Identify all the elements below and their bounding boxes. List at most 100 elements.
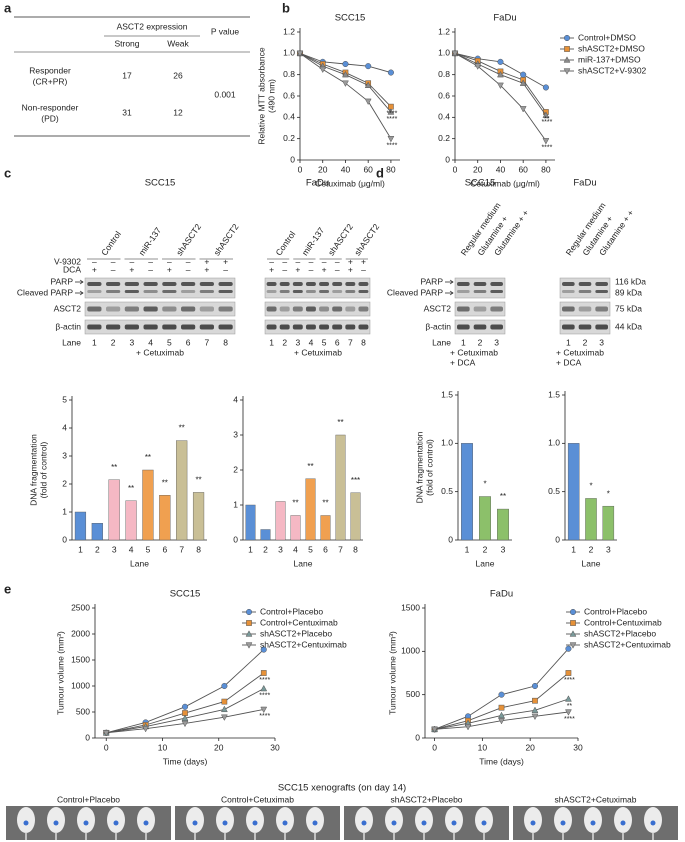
band: [319, 290, 330, 293]
band-label: PARP: [420, 276, 443, 286]
lane-header: shASCT2: [352, 222, 381, 258]
y-tick-label: 1500: [71, 654, 90, 664]
table-header: Weak: [167, 38, 189, 48]
band: [199, 306, 214, 312]
band: [279, 306, 290, 312]
x-tick-label: 3: [501, 544, 506, 554]
x-tick-label: 80: [386, 164, 396, 174]
bar: [260, 529, 271, 541]
legend-marker: [569, 608, 577, 616]
group-label: shASCT2+Cetuximab: [555, 794, 637, 804]
lane-header: Control: [273, 229, 297, 257]
x-tick-label: 2: [263, 544, 268, 554]
mouse: [186, 807, 204, 833]
band: [578, 282, 592, 286]
bar: [335, 434, 346, 541]
band: [490, 324, 503, 330]
arrow: [445, 290, 454, 296]
band: [266, 290, 277, 293]
bar: [176, 440, 188, 541]
tumour-signal: [421, 820, 427, 826]
series-line: [454, 52, 547, 142]
treatment-sign: +: [204, 264, 209, 274]
y-tick-label: 500: [76, 706, 90, 716]
legend-label: Control+Placebo: [584, 606, 647, 616]
treatment-sign: –: [92, 256, 97, 266]
point: [565, 709, 572, 716]
band: [473, 290, 487, 293]
x-tick-label: 5: [308, 544, 313, 554]
point: [498, 711, 505, 719]
band: [266, 324, 277, 330]
point: [387, 108, 395, 115]
bar: [91, 523, 103, 541]
lane-number: 4: [148, 337, 153, 347]
band: [332, 282, 343, 286]
y-tick-label: 4: [62, 422, 67, 432]
lane-footer: + DCA: [556, 357, 582, 367]
y-tick-label: 1.5: [548, 389, 560, 399]
point: [451, 50, 459, 58]
legend-marker: [563, 56, 571, 63]
y-tick-label: 500: [406, 689, 420, 699]
bar: [320, 515, 331, 541]
x-tick-label: 6: [162, 544, 167, 554]
legend-marker: [245, 642, 253, 649]
band-label: PARP: [50, 276, 73, 286]
treatment-sign: –: [167, 256, 172, 266]
band: [181, 282, 196, 286]
point: [498, 718, 505, 725]
band-label: Cleaved PARP: [387, 287, 443, 297]
significance: ****: [386, 111, 397, 118]
point: [498, 691, 505, 698]
lane-label: Lane: [432, 337, 451, 347]
lane-header: shASCT2: [212, 222, 241, 258]
x-tick-label: 20: [214, 742, 224, 752]
bar: [159, 495, 171, 541]
tumour-signal: [113, 820, 119, 826]
significance: **: [145, 453, 151, 462]
point: [542, 111, 550, 118]
treatment-sign: –: [309, 264, 314, 274]
significance: **: [544, 116, 550, 123]
significance: **: [195, 476, 201, 485]
legend-label: miR-137+DMSO: [578, 54, 641, 64]
blot-title: SCC15: [465, 178, 496, 189]
x-tick-label: 60: [363, 164, 373, 174]
point: [260, 646, 267, 653]
y-tick-label: 2000: [71, 628, 90, 638]
mouse: [17, 807, 35, 833]
lane-header: shASCT2: [326, 222, 355, 258]
blot-strip: [84, 319, 236, 335]
blot-strip: [454, 277, 506, 299]
significance: ****: [541, 145, 552, 152]
lane-number: 7: [205, 337, 210, 347]
lane-number: 5: [322, 337, 327, 347]
point: [531, 682, 539, 690]
band: [595, 306, 608, 312]
point: [531, 713, 539, 721]
blot-strip: [84, 277, 236, 299]
legend-marker: [246, 620, 252, 626]
lane-number: 3: [130, 337, 135, 347]
point: [142, 725, 150, 733]
y-tick-label: 0.5: [548, 486, 560, 496]
lane-header: miR-137: [300, 225, 327, 257]
blot-title: FaDu: [573, 178, 596, 189]
significance: ****: [386, 143, 397, 150]
chart-title: SCC15: [335, 13, 366, 24]
bar: [275, 501, 286, 541]
mouse: [614, 807, 632, 833]
treatment-label: V-9302: [54, 256, 81, 266]
significance: **: [111, 463, 117, 472]
significance: **: [500, 492, 506, 501]
chart-title: SCC15: [170, 589, 201, 600]
point: [497, 58, 504, 65]
panel-label: a: [4, 0, 12, 15]
point: [565, 670, 572, 676]
significance: **: [307, 462, 313, 471]
y-tick-label: 0: [62, 534, 67, 544]
treatment-sign: –: [223, 264, 228, 274]
mouse: [216, 807, 234, 833]
band: [490, 290, 503, 293]
